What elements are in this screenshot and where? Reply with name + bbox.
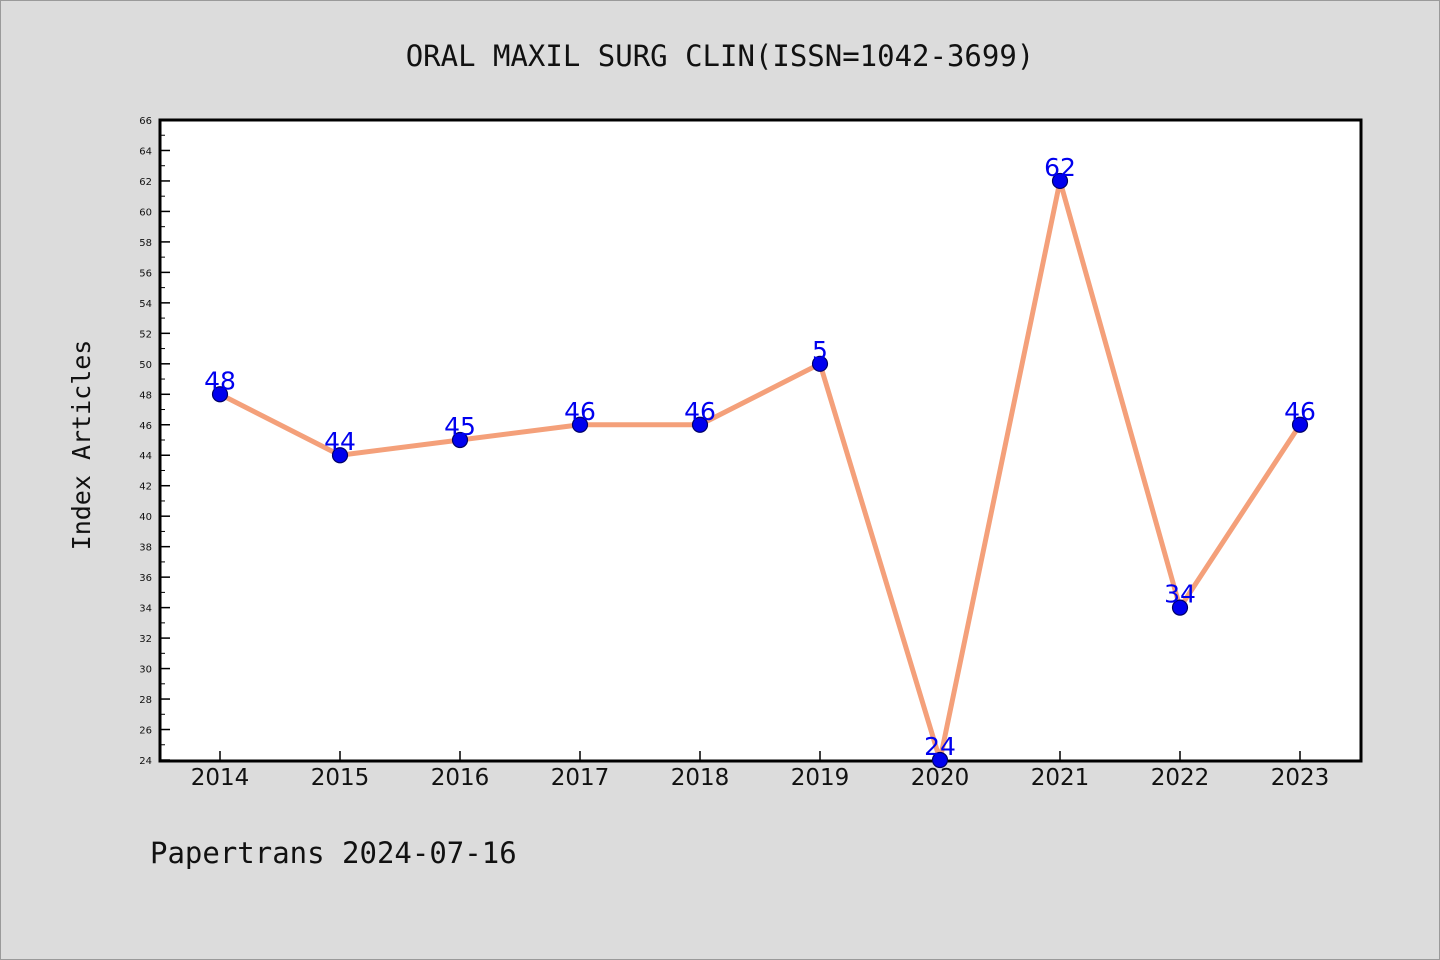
data-point [931, 751, 949, 769]
x-tick-label: 2014 [191, 765, 250, 791]
x-tick-label: 2018 [671, 765, 730, 791]
y-tick-label: 40 [139, 512, 152, 523]
data-label: 24 [924, 732, 956, 761]
y-axis: 24 26 28 30 32 34 36 38 40 42 44 46 48 50 52 54 56 58 60 62… [139, 116, 170, 767]
series-line-group: 48 44 45 46 46 5 24 62 34 46 [204, 153, 1316, 769]
y-tick-label: 36 [139, 573, 152, 584]
data-label: 45 [444, 412, 476, 441]
data-label: 48 [204, 366, 236, 395]
x-tick-label: 2015 [311, 765, 370, 791]
x-tick-label: 2020 [911, 765, 970, 791]
series-line [217, 178, 1303, 763]
data-label: 62 [1044, 153, 1076, 182]
data-label: 46 [564, 397, 596, 426]
data-point [811, 355, 829, 372]
x-tick-label: 2022 [1151, 765, 1210, 791]
y-tick-label: 38 [139, 543, 152, 554]
y-tick-label: 56 [139, 268, 152, 279]
x-axis: 2014 2015 2016 2017 2018 2019 2020 2021 2022 2023 [191, 751, 1330, 791]
data-label: 34 [1164, 580, 1196, 609]
y-tick-label: 54 [139, 299, 152, 310]
y-tick-label: 28 [139, 695, 152, 706]
data-label: 46 [684, 397, 716, 426]
data-label: 46 [1284, 397, 1316, 426]
y-tick-label: 32 [139, 634, 152, 645]
data-point [571, 416, 589, 433]
data-label: 5 [812, 336, 828, 365]
data-label: 44 [324, 427, 356, 456]
y-tick-label: 44 [139, 451, 152, 462]
y-tick-label: 26 [139, 726, 152, 737]
data-point [331, 447, 349, 464]
data-point [451, 431, 469, 449]
x-tick-label: 2017 [551, 765, 610, 791]
y-tick-label: 50 [139, 360, 152, 371]
y-axis-title: Index Articles [67, 340, 96, 551]
x-tick-label: 2016 [431, 765, 490, 791]
y-tick-label: 24 [139, 756, 152, 767]
data-point [211, 386, 229, 403]
y-tick-label: 66 [139, 116, 152, 127]
plot-area [158, 118, 1363, 763]
y-tick-label: 30 [139, 665, 152, 676]
footer-credit: Papertrans 2024-07-16 [150, 836, 517, 870]
y-tick-label: 48 [139, 390, 152, 401]
data-point [1171, 599, 1189, 616]
y-tick-label: 42 [139, 482, 152, 493]
data-point [1051, 172, 1069, 190]
chart-title: ORAL MAXIL SURG CLIN(ISSN=1042-3699) [406, 39, 1035, 73]
x-tick-label: 2021 [1031, 765, 1090, 791]
x-tick-label: 2023 [1271, 765, 1330, 791]
y-tick-label: 64 [139, 146, 152, 157]
y-tick-label: 58 [139, 238, 152, 249]
x-tick-label: 2019 [791, 765, 850, 791]
y-tick-label: 62 [139, 177, 152, 188]
y-tick-label: 34 [139, 604, 152, 615]
y-tick-label: 52 [139, 329, 152, 340]
data-point [1291, 416, 1309, 433]
y-tick-label: 60 [139, 207, 152, 218]
y-tick-label: 46 [139, 421, 152, 432]
data-point [691, 416, 709, 433]
